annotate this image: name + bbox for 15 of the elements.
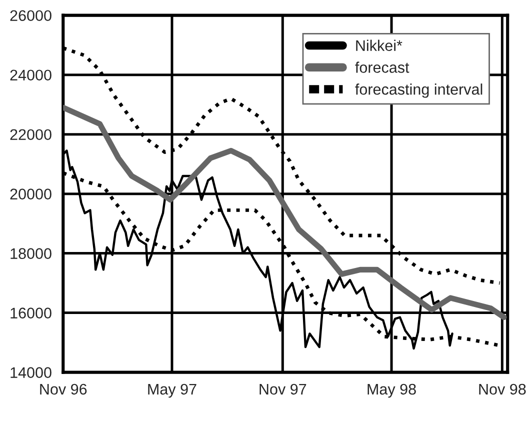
x-tick-label: Nov 98 xyxy=(479,384,526,395)
legend-label: forecast xyxy=(355,62,410,73)
y-tick-label: 16000 xyxy=(10,308,52,318)
x-tick-label: Nov 97 xyxy=(260,384,306,395)
y-tick-label: 24000 xyxy=(10,70,52,81)
x-tick-label: May 98 xyxy=(368,384,416,398)
y-tick-label: 20000 xyxy=(10,188,52,200)
y-tick-label: 18000 xyxy=(10,248,52,259)
legend-label: forecasting interval xyxy=(355,84,482,98)
x-tick-label: May 97 xyxy=(148,384,196,398)
y-tick-label: 26000 xyxy=(10,10,52,22)
x-tick-label: Nov 96 xyxy=(40,384,87,395)
legend-label: Nikkei* xyxy=(356,40,402,51)
y-tick-label: 22000 xyxy=(10,129,52,140)
y-tick-label: 14000 xyxy=(10,367,52,378)
